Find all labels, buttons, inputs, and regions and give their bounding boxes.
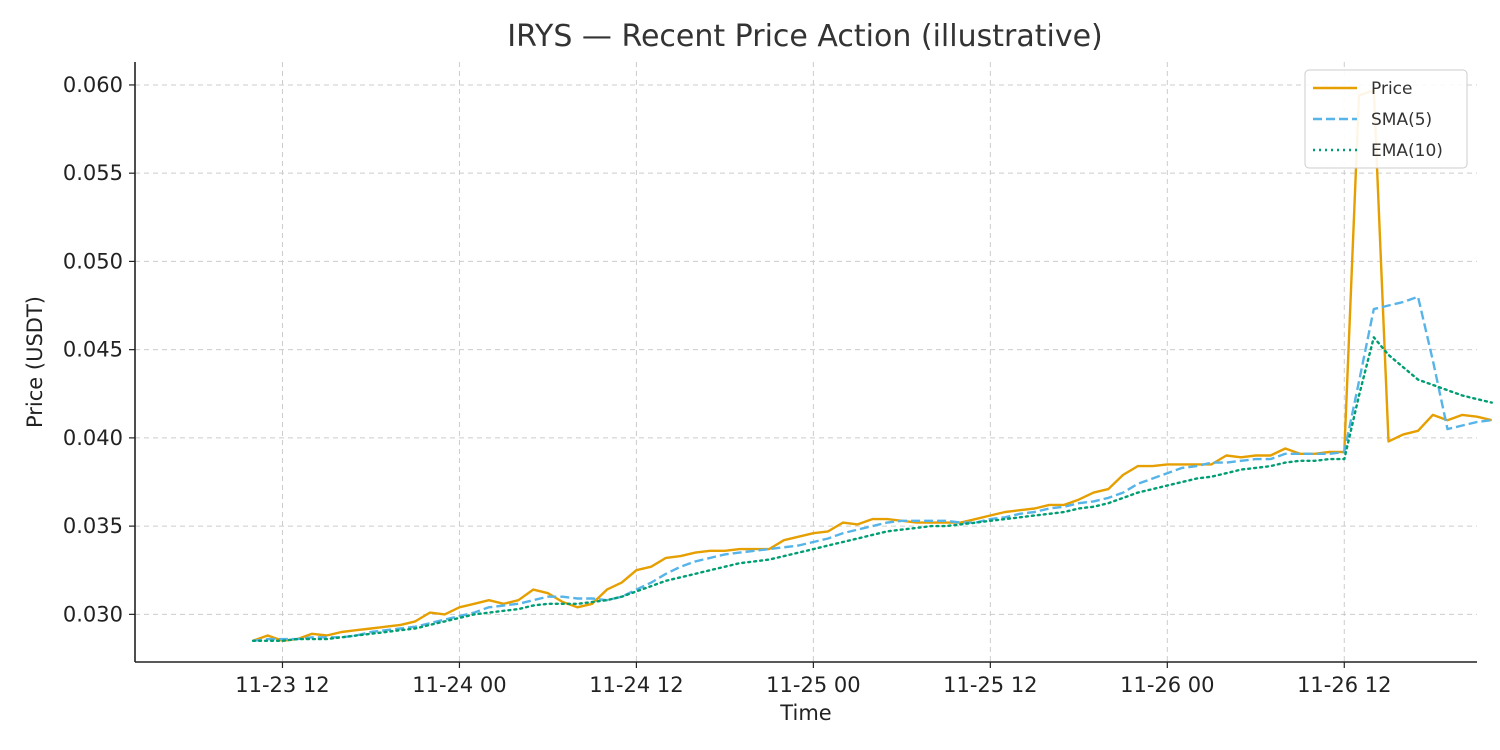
tick-labels: 11-23 12 11-24 00 11-24 12 11-25 00 11-25 12…: [63, 73, 1392, 697]
y-tick-label: 0.030: [63, 602, 123, 626]
x-tick-label: 11-24 00: [412, 673, 506, 697]
series-line-0: [252, 88, 1492, 642]
x-axis-label: Time: [779, 701, 831, 725]
y-tick-label: 0.035: [63, 514, 123, 538]
x-tick-label: 11-24 12: [589, 673, 683, 697]
x-tick-label: 11-25 00: [766, 673, 860, 697]
legend-label-2: EMA(10): [1371, 141, 1443, 161]
x-tick-label: 11-26 12: [1297, 673, 1391, 697]
legend-box: [1304, 69, 1468, 169]
series-line-1: [252, 295, 1492, 642]
x-tick-label: 11-25 12: [943, 673, 1037, 697]
axes: [134, 62, 1477, 663]
legend-label-0: Price: [1371, 79, 1412, 99]
legend: Price SMA(5) EMA(10): [1304, 69, 1468, 169]
legend-label-1: SMA(5): [1371, 110, 1432, 130]
y-tick-label: 0.050: [63, 249, 123, 273]
x-tick-label: 11-23 12: [235, 673, 329, 697]
y-tick-label: 0.045: [63, 338, 123, 362]
gridlines: [135, 62, 1477, 662]
y-tick-label: 0.060: [63, 73, 123, 97]
series-lines: [251, 88, 1493, 642]
x-tick-label: 11-26 00: [1120, 673, 1214, 697]
y-tick-label: 0.055: [63, 161, 123, 185]
chart-title: IRYS — Recent Price Action (illustrative…: [507, 19, 1103, 54]
series-line-2: [251, 336, 1493, 642]
y-tick-label: 0.040: [63, 426, 123, 450]
y-axis-label: Price (USDT): [23, 296, 47, 428]
